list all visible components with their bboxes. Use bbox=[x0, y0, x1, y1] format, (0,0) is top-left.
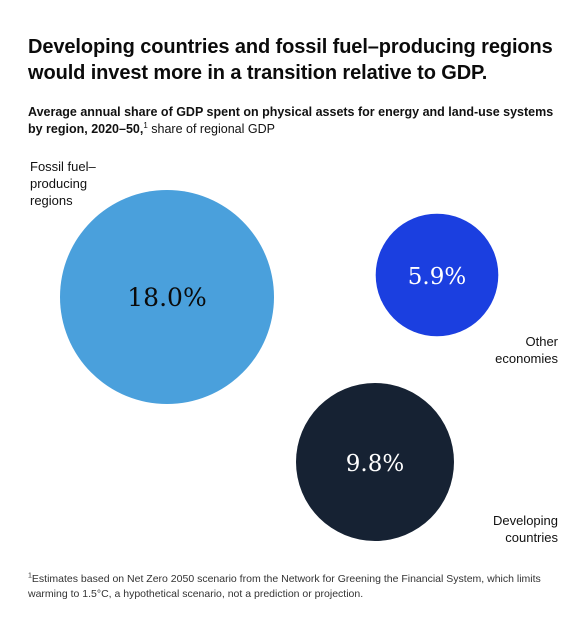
subtitle-main: Average annual share of GDP spent on phy… bbox=[28, 105, 554, 136]
series-label-developing-countries: Developing countries bbox=[493, 513, 559, 545]
value-label-other-economies: 5.9% bbox=[408, 264, 466, 290]
value-label-developing-countries: 9.8% bbox=[346, 451, 404, 477]
bubble-chart: 18.0% Fossil fuel– producing regions 5.9% Oth… bbox=[30, 159, 559, 545]
footnote-ref: 1 bbox=[143, 120, 148, 130]
footnote-text: Estimates based on Net Zero 2050 scenari… bbox=[28, 573, 541, 600]
footnote: 1Estimates based on Net Zero 2050 scenar… bbox=[28, 572, 558, 602]
bubble-fossil-fuel-producing-regions bbox=[60, 190, 274, 404]
chart-subtitle: Average annual share of GDP spent on phy… bbox=[28, 104, 558, 138]
value-label-fossil-fuel-producing-regions: 18.0% bbox=[127, 283, 206, 312]
chart-title: Developing countries and fossil fuel–pro… bbox=[28, 36, 553, 84]
footnote-marker: 1 bbox=[28, 572, 32, 580]
subtitle-unit: share of regional GDP bbox=[147, 122, 275, 136]
series-label-other-economies: Other economies bbox=[495, 334, 559, 366]
series-label-fossil-fuel-producing-regions: Fossil fuel– producing regions bbox=[30, 159, 97, 208]
bubble-other-economies bbox=[375, 213, 499, 337]
bubble-developing-countries bbox=[296, 383, 454, 541]
